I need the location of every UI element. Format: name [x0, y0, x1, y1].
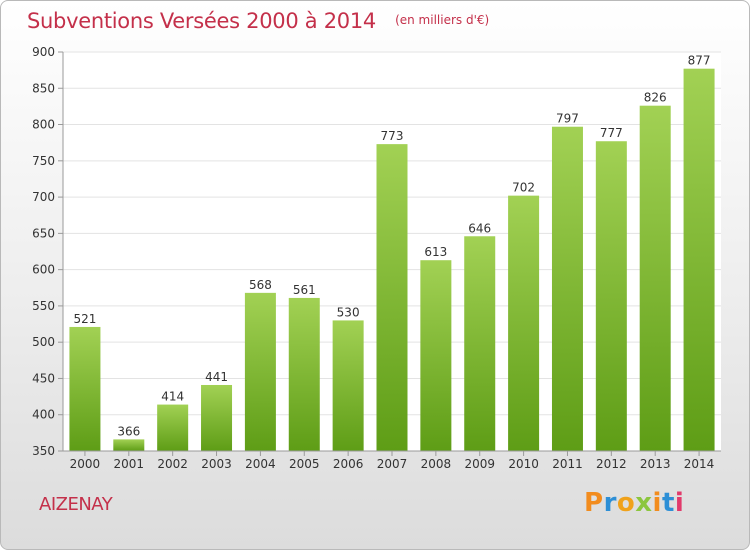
bars — [69, 68, 715, 452]
logo-letter: x — [635, 488, 653, 518]
x-tick-label: 2012 — [596, 457, 627, 471]
logo-letter: i — [652, 488, 662, 518]
data-label: 521 — [73, 312, 96, 326]
x-tick-label: 2013 — [640, 457, 671, 471]
data-label: 414 — [161, 390, 184, 404]
bar — [639, 105, 671, 451]
x-tick-label: 2014 — [684, 457, 715, 471]
logo-letter: r — [603, 488, 617, 518]
y-tick-label: 550 — [32, 299, 55, 313]
data-label: 773 — [381, 129, 404, 143]
bar — [113, 439, 145, 451]
bar — [288, 297, 320, 451]
x-tick-label: 2008 — [421, 457, 452, 471]
y-tick-label: 700 — [32, 190, 55, 204]
y-tick-label: 500 — [32, 335, 55, 349]
x-tick-label: 2004 — [245, 457, 276, 471]
y-tick-label: 750 — [32, 154, 55, 168]
bar — [683, 68, 715, 451]
y-tick-label: 350 — [32, 444, 55, 458]
data-label: 646 — [468, 221, 491, 235]
bar — [376, 144, 408, 451]
x-tick-label: 2001 — [114, 457, 145, 471]
y-tick-label: 800 — [32, 118, 55, 132]
bar — [508, 195, 540, 451]
x-tick-label: 2006 — [333, 457, 364, 471]
bar — [332, 320, 364, 451]
x-tick-label: 2002 — [157, 457, 188, 471]
bar — [201, 384, 233, 451]
logo-letter: o — [616, 488, 636, 518]
place-name: AIZENAY — [39, 494, 113, 515]
logo-letter: P — [584, 488, 604, 518]
data-label: 877 — [688, 54, 711, 68]
bar — [244, 292, 276, 451]
x-tick-label: 2000 — [70, 457, 101, 471]
data-label: 826 — [644, 91, 667, 105]
chart-subtitle: (en milliers d'€) — [395, 13, 490, 27]
data-label: 777 — [600, 126, 623, 140]
bar — [420, 260, 452, 451]
bar — [464, 236, 496, 451]
data-label: 441 — [205, 370, 228, 384]
data-label: 561 — [293, 283, 316, 297]
labels: 350 400 450 500 550 600 650 700 750 800 850 900 521 2… — [32, 45, 714, 471]
bar — [69, 326, 101, 451]
data-label: 568 — [249, 278, 272, 292]
x-tick-label: 2010 — [508, 457, 539, 471]
bar — [551, 126, 583, 452]
x-tick-label: 2005 — [289, 457, 320, 471]
chart-title: Subventions Versées 2000 à 2014 — [27, 9, 376, 33]
proxiti-logo: Proxiti — [584, 488, 684, 518]
data-label: 530 — [337, 305, 360, 319]
y-tick-label: 400 — [32, 408, 55, 422]
axes — [58, 51, 721, 456]
y-tick-label: 600 — [32, 263, 55, 277]
y-tick-label: 850 — [32, 81, 55, 95]
bar — [157, 404, 189, 451]
y-tick-label: 450 — [32, 371, 55, 385]
x-tick-label: 2007 — [377, 457, 408, 471]
x-tick-label: 2003 — [201, 457, 232, 471]
data-label: 613 — [424, 245, 447, 259]
logo-letter: t — [661, 488, 675, 518]
title-row: Subventions Versées 2000 à 2014 (en mill… — [27, 9, 489, 33]
y-tick-label: 900 — [32, 45, 55, 59]
data-label: 702 — [512, 181, 535, 195]
x-tick-label: 2009 — [464, 457, 495, 471]
y-tick-label: 650 — [32, 226, 55, 240]
logo-letter: i — [674, 488, 685, 518]
bar — [595, 141, 627, 452]
data-label: 366 — [117, 424, 140, 438]
data-label: 797 — [556, 112, 579, 126]
x-tick-label: 2011 — [552, 457, 583, 471]
